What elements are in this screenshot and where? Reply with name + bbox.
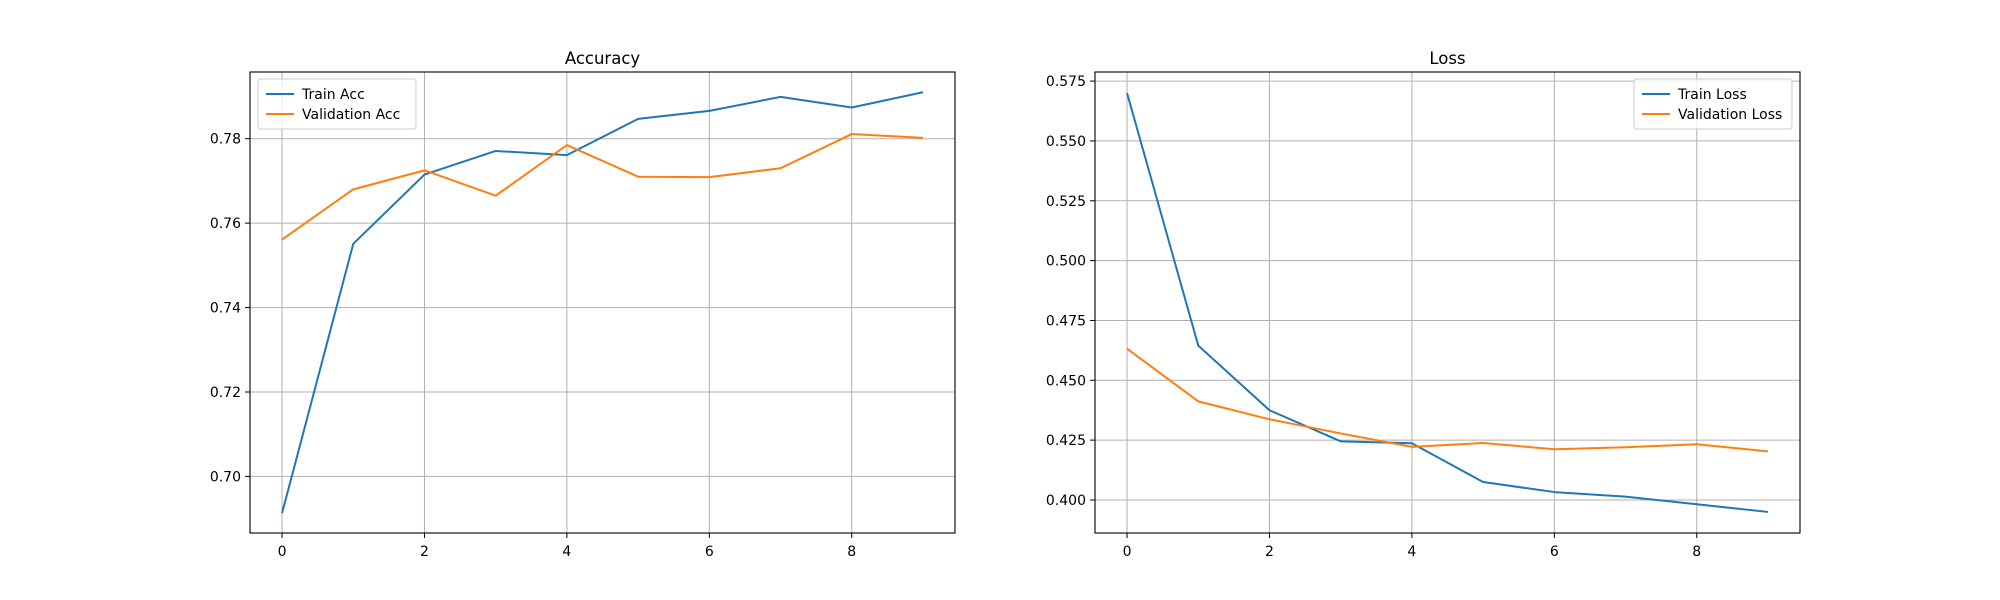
y-tick-label: 0.450	[1046, 373, 1086, 389]
x-tick-label: 4	[1407, 544, 1416, 560]
y-tick-label: 0.78	[210, 132, 241, 148]
accuracy-legend: Train Acc Validation Acc	[257, 78, 417, 130]
legend-label-validation-loss: Validation Loss	[1678, 107, 1782, 123]
y-tick-label: 0.72	[210, 385, 241, 401]
accuracy-chart: 0 2 4 6 8 0.70 0.72 0.74 0.76 0.78 Accuracy Train A…	[210, 49, 956, 560]
plot-frame	[1094, 71, 1801, 534]
y-tick-label: 0.475	[1046, 313, 1086, 329]
x-tick-label: 0	[278, 544, 287, 560]
loss-legend: Train Loss Validation Loss	[1633, 78, 1793, 130]
validation-acc-line	[281, 133, 924, 241]
x-tick-label: 4	[562, 544, 571, 560]
train-loss-line	[1126, 92, 1769, 513]
legend-box	[1633, 78, 1793, 130]
validation-loss-line	[1126, 347, 1769, 453]
y-tick-label: 0.550	[1046, 134, 1086, 150]
x-tick-label: 0	[1123, 544, 1132, 560]
legend-label-train-acc: Train Acc	[301, 87, 365, 103]
x-tick-label: 8	[847, 544, 856, 560]
y-tick-label: 0.70	[210, 469, 241, 485]
y-tick-label: 0.575	[1046, 74, 1086, 90]
y-tick-label: 0.525	[1046, 194, 1086, 210]
legend-label-validation-acc: Validation Acc	[302, 107, 400, 123]
train-acc-line	[281, 91, 924, 514]
x-tick-label: 2	[1265, 544, 1274, 560]
x-tick-label: 6	[1550, 544, 1559, 560]
x-tick-label: 2	[420, 544, 429, 560]
y-tick-label: 0.500	[1046, 254, 1086, 270]
loss-chart: 0 2 4 6 8 0.400 0.425 0.450 0.475 0.500 0.525 0.550…	[1046, 49, 1801, 560]
legend-box	[257, 78, 417, 130]
plot-frame	[249, 71, 956, 534]
x-tick-label: 6	[705, 544, 714, 560]
y-tick-label: 0.76	[210, 216, 241, 232]
y-tick-label: 0.74	[210, 301, 241, 317]
legend-label-train-loss: Train Loss	[1677, 87, 1747, 103]
y-tick-label: 0.425	[1046, 433, 1086, 449]
loss-chart-title: Loss	[1429, 49, 1465, 68]
x-tick-label: 8	[1692, 544, 1701, 560]
y-tick-label: 0.400	[1046, 493, 1086, 509]
accuracy-chart-title: Accuracy	[565, 49, 641, 68]
